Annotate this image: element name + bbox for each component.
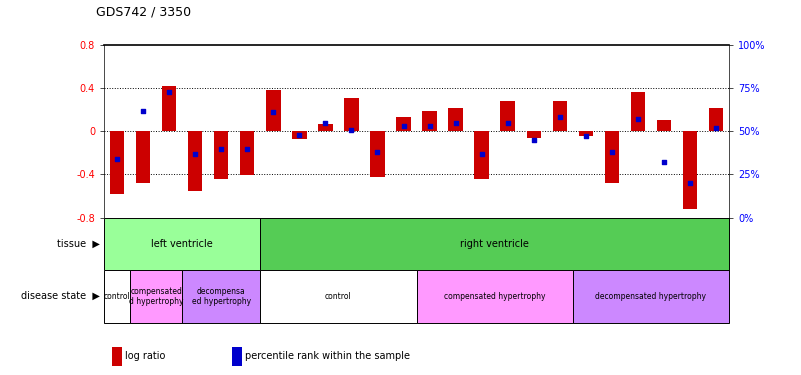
Text: left ventricle: left ventricle	[151, 239, 213, 249]
Point	[475, 151, 488, 157]
Bar	[501, 101, 515, 131]
Point	[111, 156, 123, 162]
Bar	[417, 270, 573, 322]
Point	[319, 120, 332, 126]
Text: GDS742 / 3350: GDS742 / 3350	[96, 6, 191, 19]
Bar	[214, 131, 228, 179]
Bar	[553, 101, 567, 131]
Bar	[104, 217, 260, 270]
Bar	[396, 117, 411, 131]
Bar	[318, 124, 332, 131]
Point	[293, 132, 306, 138]
Point	[267, 109, 280, 115]
Point	[501, 120, 514, 126]
Text: control: control	[325, 292, 352, 301]
Bar	[422, 111, 437, 131]
Bar	[449, 108, 463, 131]
Point	[215, 146, 227, 152]
Bar	[578, 131, 593, 136]
Text: compensated hypertrophy: compensated hypertrophy	[444, 292, 545, 301]
Bar	[136, 131, 151, 183]
Point	[189, 151, 202, 157]
Text: log ratio: log ratio	[125, 351, 165, 361]
Bar	[573, 270, 729, 322]
Point	[397, 123, 410, 129]
Bar	[344, 98, 359, 131]
Bar	[370, 131, 384, 177]
Bar	[474, 131, 489, 179]
Bar	[605, 131, 619, 183]
Text: decompensa
ed hypertrophy: decompensa ed hypertrophy	[191, 287, 251, 306]
Bar	[183, 270, 260, 322]
Bar	[240, 131, 255, 176]
Bar	[630, 93, 645, 131]
Text: right ventricle: right ventricle	[461, 239, 529, 249]
Point	[606, 149, 618, 155]
Bar	[131, 270, 183, 322]
Point	[631, 116, 644, 122]
Text: compensated
d hypertrophy: compensated d hypertrophy	[129, 287, 183, 306]
Point	[241, 146, 254, 152]
Point	[527, 137, 540, 143]
Bar	[266, 90, 280, 131]
Point	[163, 88, 175, 94]
Point	[579, 134, 592, 140]
Point	[345, 126, 358, 132]
Point	[553, 114, 566, 120]
Text: control: control	[104, 292, 131, 301]
Text: tissue  ▶: tissue ▶	[57, 239, 100, 249]
Bar	[292, 131, 307, 139]
Bar	[682, 131, 697, 209]
Point	[683, 180, 696, 186]
Text: disease state  ▶: disease state ▶	[22, 291, 100, 301]
Bar	[110, 131, 124, 194]
Point	[710, 125, 723, 131]
Point	[449, 120, 462, 126]
Point	[423, 123, 436, 129]
Bar	[260, 270, 417, 322]
Bar	[526, 131, 541, 138]
Bar	[657, 120, 671, 131]
Bar	[260, 217, 729, 270]
Text: decompensated hypertrophy: decompensated hypertrophy	[595, 292, 706, 301]
Point	[371, 149, 384, 155]
Bar	[188, 131, 203, 190]
Bar	[709, 108, 723, 131]
Bar	[162, 86, 176, 131]
Point	[658, 159, 670, 165]
Bar	[104, 270, 131, 322]
Point	[137, 108, 150, 114]
Text: percentile rank within the sample: percentile rank within the sample	[245, 351, 410, 361]
